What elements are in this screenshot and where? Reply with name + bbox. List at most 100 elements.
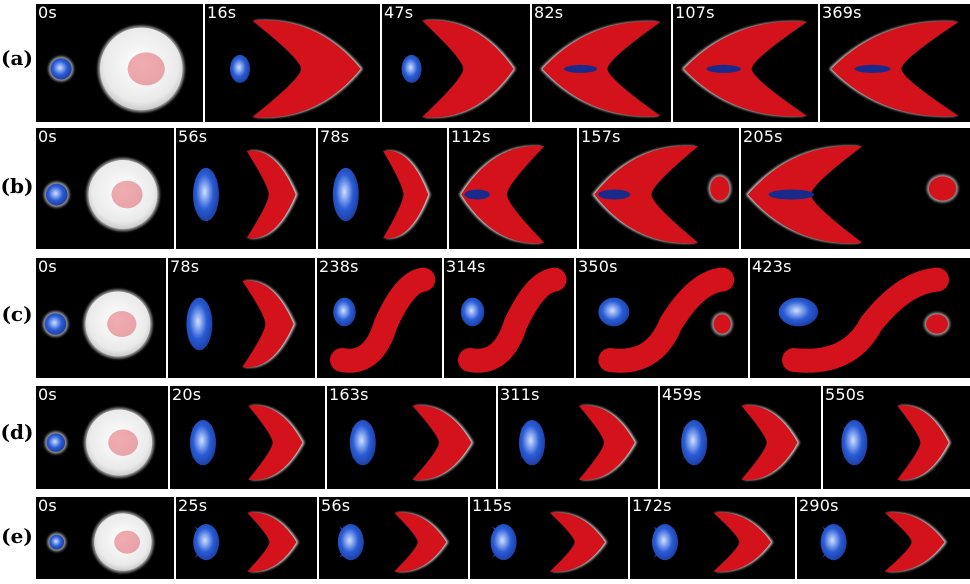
red-droplet (461, 145, 545, 244)
red-droplet (247, 512, 297, 572)
row-label-b: (b) (0, 174, 34, 198)
droplet-image (337, 512, 449, 572)
white-droplet (94, 513, 152, 571)
time-label: 0s (38, 128, 57, 146)
time-label: 350s (578, 258, 618, 276)
panel-b-4: 112s (449, 128, 577, 249)
red-droplet (248, 405, 303, 481)
blue-body (186, 297, 213, 351)
red-droplet (884, 512, 945, 572)
time-label: 20s (172, 386, 202, 404)
time-label: 16s (207, 4, 237, 22)
panel-b-3: 78s (318, 128, 447, 249)
blue-crescent (230, 54, 250, 83)
red-tint (127, 52, 165, 86)
droplet-image (458, 267, 567, 373)
red-droplet (683, 21, 808, 117)
panel-e-2: 25s (176, 497, 317, 579)
blue-body (841, 419, 868, 466)
panel-a-6: 369s (820, 4, 970, 122)
panel-d-2: 20s (170, 386, 325, 489)
droplet-image (401, 20, 516, 118)
time-label: 107s (675, 4, 715, 22)
panel-a-2: 16s (205, 4, 380, 122)
panel-a-5: 107s (673, 4, 818, 122)
red-droplet (383, 150, 429, 239)
panel-c-6: 423s (750, 258, 970, 378)
red-tint (107, 311, 137, 337)
time-label: 163s (329, 386, 369, 404)
row-label-d: (d) (0, 420, 34, 444)
red-droplet (594, 145, 699, 244)
red-droplet (252, 20, 361, 118)
panel-d-5: 459s (660, 386, 821, 489)
red-fragment (926, 314, 948, 334)
red-droplet (246, 150, 296, 239)
time-label: 0s (38, 4, 57, 22)
droplet-image (193, 150, 298, 239)
droplet-image (841, 405, 951, 481)
red-droplet (831, 21, 959, 117)
droplet-image (330, 267, 436, 373)
blue-droplet (44, 313, 67, 335)
droplet-image (44, 407, 155, 478)
panel-a-1: 0s (36, 4, 203, 122)
panel-b-6: 205s (741, 128, 970, 249)
red-droplet (897, 405, 949, 481)
blue-body (652, 524, 678, 561)
time-label: 290s (799, 497, 839, 515)
panel-c-3: 238s (317, 258, 442, 378)
droplet-image (230, 20, 363, 118)
blue-body (349, 419, 376, 466)
droplet-image (778, 267, 950, 373)
droplet-image (193, 512, 299, 572)
panel-c-2: 78s (168, 258, 315, 378)
blue-core (768, 189, 815, 200)
time-label: 314s (446, 258, 486, 276)
blue-body (332, 167, 359, 222)
blue-core (563, 64, 598, 73)
blue-body (190, 419, 216, 466)
blue-core (706, 64, 742, 73)
red-tint (108, 429, 138, 456)
droplet-image (190, 405, 305, 481)
blue-crescent (401, 54, 422, 83)
blue-droplet (45, 183, 68, 206)
blue-body (519, 419, 545, 466)
time-label: 157s (581, 128, 621, 146)
blue-core (854, 64, 891, 73)
time-label: 0s (38, 497, 57, 515)
droplet-image (598, 267, 735, 373)
droplet-image (681, 405, 800, 481)
red-droplet (578, 405, 635, 481)
white-droplet (85, 291, 151, 357)
red-streak (330, 267, 436, 373)
blue-body (490, 524, 517, 561)
blue-body (820, 524, 847, 561)
droplet-image (820, 512, 947, 572)
time-label: 0s (38, 386, 57, 404)
panel-d-3: 163s (327, 386, 496, 489)
panel-b-2: 56s (176, 128, 316, 249)
droplet-image (745, 145, 959, 244)
time-label: 172s (632, 497, 672, 515)
time-label: 112s (451, 128, 491, 146)
droplet-image (519, 405, 637, 481)
time-label: 0s (38, 258, 57, 276)
blue-crescent (333, 297, 356, 327)
time-label: 78s (320, 128, 350, 146)
droplet-image (48, 25, 185, 113)
white-droplet (86, 409, 153, 476)
time-label: 82s (534, 4, 564, 22)
panel-c-5: 350s (576, 258, 748, 378)
red-streak (782, 267, 949, 373)
panel-e-3: 56s (319, 497, 468, 579)
panel-b-1: 0s (36, 128, 174, 249)
blue-core (464, 189, 490, 200)
red-tint (111, 180, 143, 209)
time-label: 423s (752, 258, 792, 276)
blue-droplet (50, 58, 72, 80)
time-label: 205s (743, 128, 783, 146)
time-label: 47s (384, 4, 414, 22)
white-droplet (88, 160, 158, 230)
